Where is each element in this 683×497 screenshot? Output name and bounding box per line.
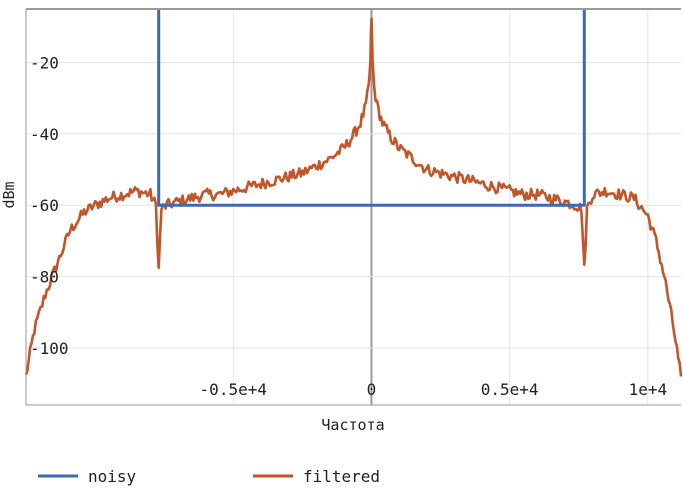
y-tick-label: -80 bbox=[30, 268, 59, 287]
x-tick-label: -0.5e+4 bbox=[200, 380, 267, 399]
legend-label-noisy: noisy bbox=[88, 467, 137, 486]
x-tick-label: 1e+4 bbox=[629, 380, 668, 399]
plot-frame bbox=[25, 8, 681, 406]
y-axis-label: dBm bbox=[0, 181, 18, 208]
y-tick-label: -60 bbox=[30, 196, 59, 215]
x-axis-label: Частота bbox=[321, 416, 384, 434]
x-tick-label: 0.5e+4 bbox=[481, 380, 539, 399]
x-tick-label: 0 bbox=[367, 380, 377, 399]
y-tick-label: -100 bbox=[30, 339, 69, 358]
series-line-noisy bbox=[157, 9, 586, 207]
y-tick-label: -40 bbox=[30, 125, 59, 144]
tick-labels: -0.5e+4 0 0.5e+4 1e+4 -20 -40 -60 -80 -100 bbox=[30, 54, 667, 399]
legend: noisy filtered bbox=[38, 467, 380, 486]
plot-area bbox=[24, 9, 683, 377]
legend-label-filtered: filtered bbox=[303, 467, 380, 486]
grid-lines bbox=[26, 9, 681, 405]
y-tick-label: -20 bbox=[30, 54, 59, 73]
series-line-filtered bbox=[24, 17, 683, 377]
